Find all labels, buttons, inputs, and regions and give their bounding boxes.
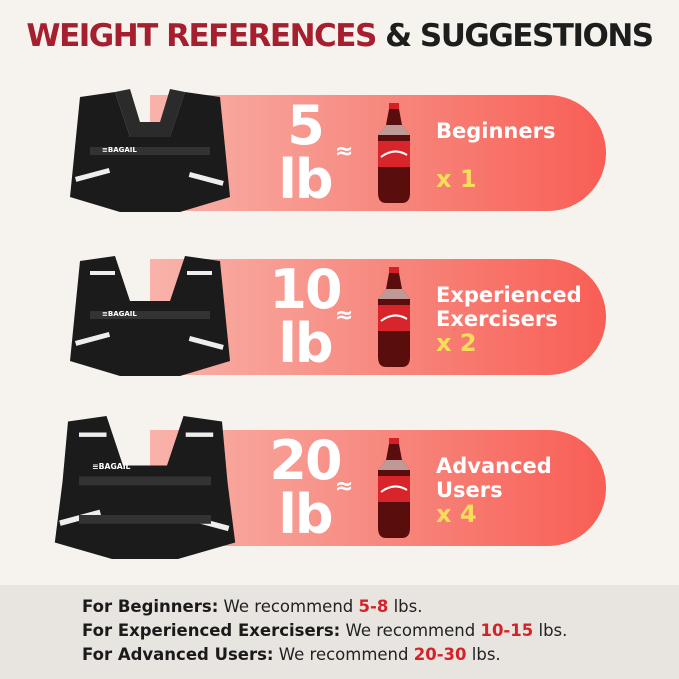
page-title: WEIGHT REFERENCES & SUGGESTIONS: [0, 18, 679, 54]
recommendation-advanced: For Advanced Users: We recommend 20-30 l…: [82, 645, 501, 664]
weight-vest-image: ≡BAGAIL: [54, 416, 236, 559]
recommendations-panel: For Beginners: We recommend 5-8 lbs. For…: [0, 585, 679, 679]
weight-value: 20 lb: [269, 429, 342, 546]
recommendation-experienced: For Experienced Exercisers: We recommend…: [82, 621, 568, 640]
title-part-2: & SUGGESTIONS: [385, 18, 654, 54]
weight-vest-image: ≡BAGAIL: [70, 89, 230, 212]
svg-text:≡BAGAIL: ≡BAGAIL: [102, 310, 137, 318]
multiplier: x 2: [436, 329, 477, 357]
weight-row-20lb: ≡BAGAIL 20 lb ≈ Advanced Users x 4: [0, 416, 679, 559]
recommendation-beginners: For Beginners: We recommend 5-8 lbs.: [82, 597, 423, 616]
weight-vest-image: ≡BAGAIL: [70, 256, 230, 376]
cola-bottle-icon: [378, 267, 410, 367]
cola-bottle-icon: [378, 438, 410, 538]
approx-symbol: ≈: [335, 303, 354, 328]
svg-text:≡BAGAIL: ≡BAGAIL: [92, 462, 130, 471]
weight-row-5lb: ≡BAGAIL 5 lb ≈ Beginners x 1: [0, 89, 679, 212]
weight-value: 5 lb: [278, 94, 333, 211]
multiplier: x 4: [436, 500, 477, 528]
approx-symbol: ≈: [335, 474, 354, 499]
level-label: Advanced Users: [436, 454, 552, 502]
level-label: Experienced Exercisers: [436, 283, 582, 331]
approx-symbol: ≈: [335, 139, 354, 164]
level-label: Beginners: [436, 119, 556, 143]
title-part-1: WEIGHT REFERENCES: [26, 18, 377, 54]
cola-bottle-icon: [378, 103, 410, 203]
svg-text:≡BAGAIL: ≡BAGAIL: [102, 146, 137, 154]
weight-value: 10 lb: [269, 258, 342, 375]
weight-row-10lb: ≡BAGAIL 10 lb ≈ Experienced Exercisers x 2: [0, 256, 679, 376]
multiplier: x 1: [436, 165, 477, 193]
